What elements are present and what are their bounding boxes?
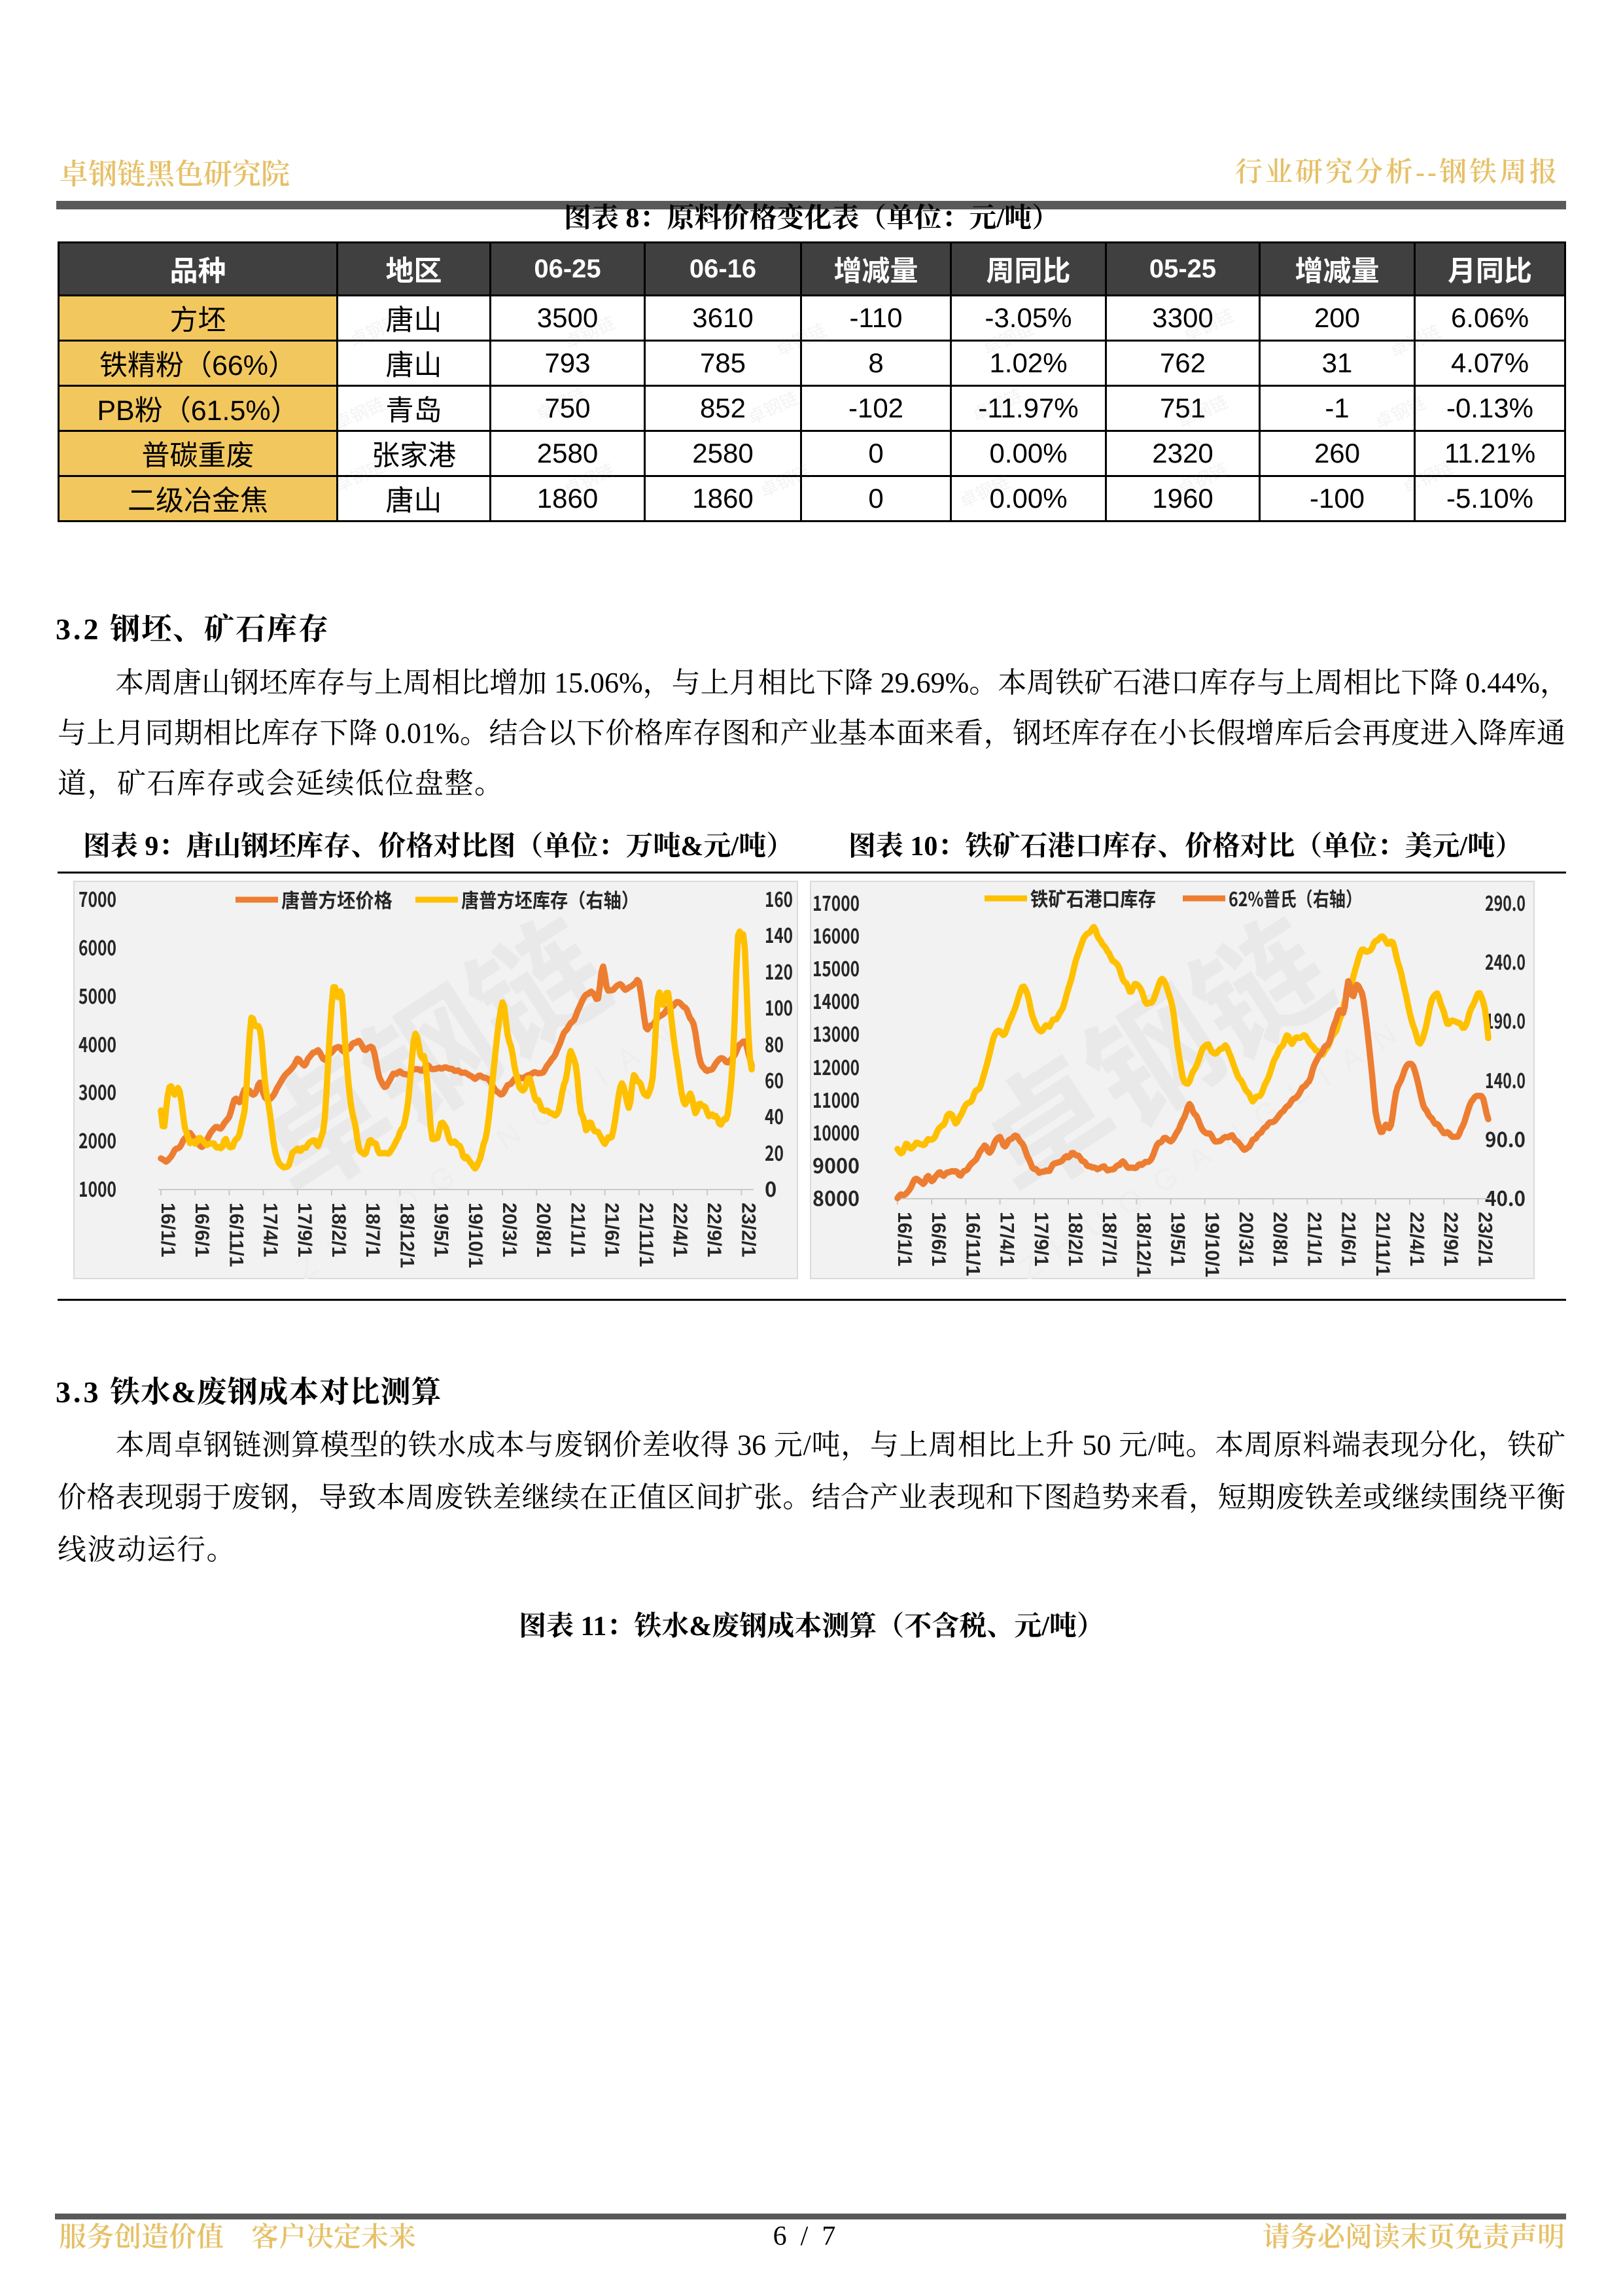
svg-text:13000: 13000 xyxy=(812,1018,860,1048)
svg-text:16/6/1: 16/6/1 xyxy=(928,1212,949,1266)
svg-text:90.0: 90.0 xyxy=(1485,1123,1526,1153)
svg-text:40: 40 xyxy=(765,1101,784,1130)
svg-text:21/6/1: 21/6/1 xyxy=(1338,1212,1359,1266)
svg-text:19/5/1: 19/5/1 xyxy=(430,1203,452,1257)
svg-text:22/9/1: 22/9/1 xyxy=(703,1203,725,1257)
svg-text:16/11/1: 16/11/1 xyxy=(962,1212,983,1276)
svg-text:17/4/1: 17/4/1 xyxy=(996,1212,1018,1266)
svg-text:20/3/1: 20/3/1 xyxy=(1235,1212,1257,1266)
svg-text:19/10/1: 19/10/1 xyxy=(1201,1212,1223,1277)
svg-text:20/3/1: 20/3/1 xyxy=(498,1203,520,1257)
svg-text:18/2/1: 18/2/1 xyxy=(1064,1212,1086,1266)
svg-text:16/11/1: 16/11/1 xyxy=(225,1203,247,1267)
svg-text:14000: 14000 xyxy=(812,985,860,1015)
svg-text:3000: 3000 xyxy=(79,1076,116,1106)
svg-text:16/1/1: 16/1/1 xyxy=(157,1203,179,1257)
svg-text:16/6/1: 16/6/1 xyxy=(191,1203,213,1257)
svg-text:18/12/1: 18/12/1 xyxy=(1132,1212,1154,1277)
svg-text:100: 100 xyxy=(765,992,793,1021)
svg-text:21/11/1: 21/11/1 xyxy=(635,1203,657,1267)
svg-text:6000: 6000 xyxy=(79,932,116,961)
svg-text:23/2/1: 23/2/1 xyxy=(737,1203,759,1257)
svg-text:240.0: 240.0 xyxy=(1485,946,1526,976)
svg-text:17000: 17000 xyxy=(812,887,860,917)
svg-text:140: 140 xyxy=(765,919,793,949)
svg-text:20: 20 xyxy=(765,1137,784,1167)
svg-text:20/8/1: 20/8/1 xyxy=(532,1203,554,1257)
svg-text:4000: 4000 xyxy=(79,1029,116,1058)
svg-text:80: 80 xyxy=(765,1029,784,1058)
svg-text:18/2/1: 18/2/1 xyxy=(328,1203,349,1257)
svg-text:8000: 8000 xyxy=(812,1182,860,1212)
svg-text:19/5/1: 19/5/1 xyxy=(1167,1212,1189,1266)
svg-text:22/9/1: 22/9/1 xyxy=(1440,1212,1461,1266)
svg-text:唐普方坯价格: 唐普方坯价格 xyxy=(281,885,393,913)
svg-text:60: 60 xyxy=(765,1065,784,1094)
svg-text:2000: 2000 xyxy=(79,1125,116,1154)
svg-text:21/11/1: 21/11/1 xyxy=(1372,1212,1393,1276)
svg-text:16000: 16000 xyxy=(812,920,860,949)
svg-text:40.0: 40.0 xyxy=(1485,1182,1526,1212)
svg-text:唐普方坯库存（右轴）: 唐普方坯库存（右轴） xyxy=(461,885,639,913)
svg-text:17/9/1: 17/9/1 xyxy=(294,1203,315,1257)
svg-text:1000: 1000 xyxy=(79,1173,116,1203)
svg-text:18/7/1: 18/7/1 xyxy=(362,1203,383,1257)
svg-text:20/8/1: 20/8/1 xyxy=(1269,1212,1291,1266)
svg-text:23/2/1: 23/2/1 xyxy=(1474,1212,1495,1266)
svg-text:铁矿石港口库存: 铁矿石港口库存 xyxy=(1030,883,1156,912)
svg-text:7000: 7000 xyxy=(79,883,116,913)
svg-text:62%普氏（右轴）: 62%普氏（右轴） xyxy=(1229,883,1362,912)
svg-text:120: 120 xyxy=(765,956,793,985)
svg-text:15000: 15000 xyxy=(812,953,860,982)
svg-text:160: 160 xyxy=(765,883,793,913)
svg-text:18/7/1: 18/7/1 xyxy=(1098,1212,1120,1266)
svg-text:5000: 5000 xyxy=(79,980,116,1010)
svg-text:11000: 11000 xyxy=(812,1084,860,1114)
svg-text:19/10/1: 19/10/1 xyxy=(464,1203,486,1268)
svg-text:10000: 10000 xyxy=(812,1117,860,1146)
svg-text:21/1/1: 21/1/1 xyxy=(567,1203,588,1257)
svg-text:22/4/1: 22/4/1 xyxy=(1406,1212,1427,1266)
svg-text:12000: 12000 xyxy=(812,1051,860,1081)
svg-text:140.0: 140.0 xyxy=(1485,1065,1526,1094)
svg-text:21/1/1: 21/1/1 xyxy=(1303,1212,1325,1266)
svg-text:190.0: 190.0 xyxy=(1485,1005,1526,1034)
svg-text:22/4/1: 22/4/1 xyxy=(669,1203,691,1257)
svg-text:18/12/1: 18/12/1 xyxy=(396,1203,417,1268)
svg-text:17/9/1: 17/9/1 xyxy=(1030,1212,1052,1266)
svg-text:9000: 9000 xyxy=(812,1150,860,1179)
svg-text:17/4/1: 17/4/1 xyxy=(260,1203,281,1257)
svg-text:21/6/1: 21/6/1 xyxy=(601,1203,623,1257)
svg-text:16/1/1: 16/1/1 xyxy=(894,1212,915,1266)
svg-text:0: 0 xyxy=(765,1173,777,1203)
svg-text:290.0: 290.0 xyxy=(1485,887,1526,917)
